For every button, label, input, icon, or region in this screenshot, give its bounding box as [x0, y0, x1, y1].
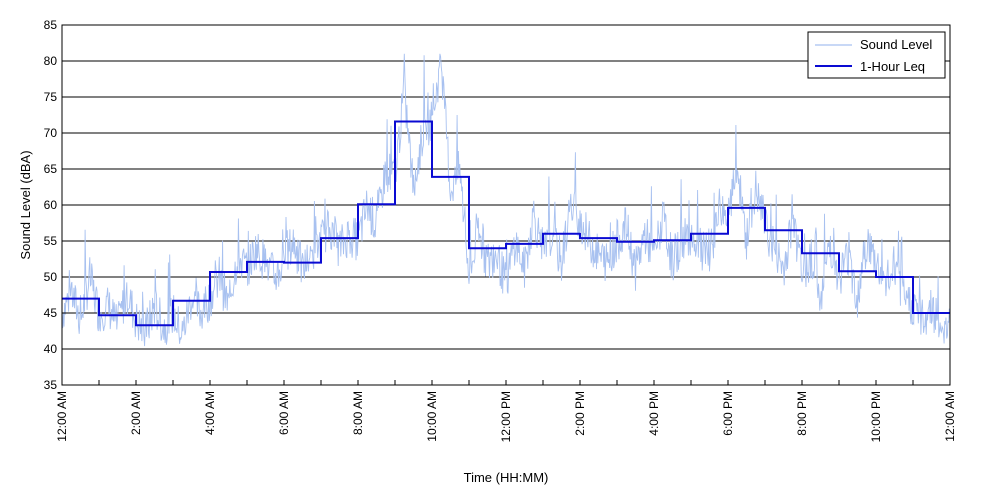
legend-box [807, 31, 946, 79]
y-tick-label-85: 85 [44, 18, 58, 32]
y-tick-label-75: 75 [44, 90, 58, 104]
legend-label-1-hour-leq: 1-Hour Leq [860, 59, 925, 74]
x-tick-label-8: 4:00 PM [647, 391, 661, 436]
x-tick-label-0: 12:00 AM [55, 391, 69, 442]
x-tick-label-5: 10:00 AM [425, 391, 439, 442]
tick-marks [61, 24, 951, 386]
y-tick-label-35: 35 [44, 378, 58, 392]
x-tick-label-3: 6:00 AM [277, 391, 291, 435]
series-1-hour-leq [62, 120, 950, 327]
x-tick-label-11: 10:00 PM [869, 391, 883, 442]
x-tick-label-6: 12:00 PM [499, 391, 513, 442]
x-tick-label-7: 2:00 PM [573, 391, 587, 436]
y-tick-label-65: 65 [44, 162, 58, 176]
y-tick-label-60: 60 [44, 198, 58, 212]
series-layer [61, 53, 951, 347]
y-tick-label-55: 55 [44, 234, 58, 248]
y-tick-labels: 35 40 45 50 55 60 65 70 75 80 85 [44, 18, 58, 392]
y-axis-title: Sound Level (dBA) [18, 150, 33, 259]
y-tick-label-70: 70 [44, 126, 58, 140]
y-tick-label-45: 45 [44, 306, 58, 320]
x-axis-title: Time (HH:MM) [464, 470, 549, 485]
y-tick-label-50: 50 [44, 270, 58, 284]
series-sound-level [61, 53, 951, 347]
x-tick-labels: 12:00 AM 2:00 AM 4:00 AM 6:00 AM 8:00 AM 10:0… [55, 391, 957, 442]
x-tick-label-4: 8:00 AM [351, 391, 365, 435]
legend: Sound Level 1-Hour Leq [807, 31, 946, 79]
x-tick-label-10: 8:00 PM [795, 391, 809, 436]
x-tick-label-9: 6:00 PM [721, 391, 735, 436]
legend-label-sound-level: Sound Level [860, 37, 932, 52]
y-tick-label-80: 80 [44, 54, 58, 68]
x-tick-label-12: 12:00 AM [943, 391, 957, 442]
x-tick-label-2: 4:00 AM [203, 391, 217, 435]
y-tick-label-40: 40 [44, 342, 58, 356]
x-tick-label-1: 2:00 AM [129, 391, 143, 435]
